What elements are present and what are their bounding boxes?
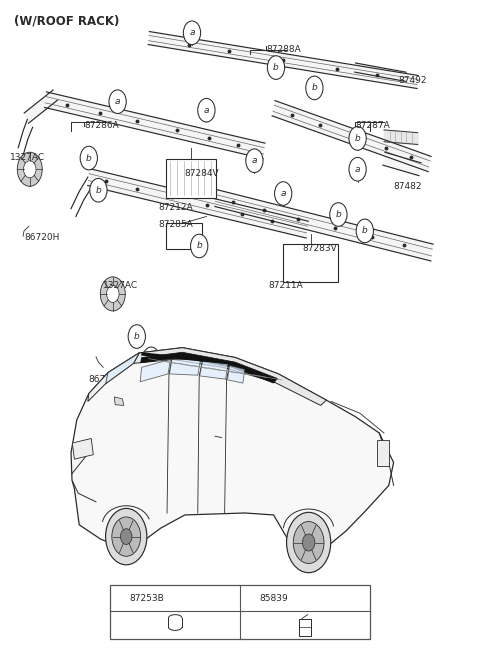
Circle shape xyxy=(112,517,141,556)
Circle shape xyxy=(356,219,373,243)
Bar xyxy=(110,585,370,639)
Polygon shape xyxy=(88,353,139,401)
Text: 87482: 87482 xyxy=(394,182,422,191)
Text: 87283V: 87283V xyxy=(302,244,337,253)
Text: 86710H: 86710H xyxy=(89,375,124,384)
Circle shape xyxy=(107,285,119,302)
Text: b: b xyxy=(355,134,360,143)
Circle shape xyxy=(112,589,126,607)
Text: 85839: 85839 xyxy=(259,594,288,603)
Circle shape xyxy=(302,534,315,551)
Text: 87287A: 87287A xyxy=(355,121,390,131)
Text: 1327AC: 1327AC xyxy=(103,281,138,290)
Text: 87286A: 87286A xyxy=(84,121,119,131)
Circle shape xyxy=(128,325,145,348)
Circle shape xyxy=(143,347,160,371)
Polygon shape xyxy=(141,352,235,365)
Polygon shape xyxy=(133,348,326,405)
Polygon shape xyxy=(215,190,433,261)
Text: 87288A: 87288A xyxy=(266,45,301,54)
Circle shape xyxy=(242,589,255,607)
Polygon shape xyxy=(71,348,394,552)
Text: a: a xyxy=(189,28,195,37)
Circle shape xyxy=(198,98,215,122)
Circle shape xyxy=(80,146,97,170)
Polygon shape xyxy=(24,90,58,123)
Text: b: b xyxy=(96,186,101,195)
Text: (W/ROOF RACK): (W/ROOF RACK) xyxy=(14,14,120,28)
Circle shape xyxy=(306,76,323,100)
Text: b: b xyxy=(148,354,154,363)
Text: 87253B: 87253B xyxy=(130,594,164,603)
Polygon shape xyxy=(106,353,139,384)
Bar xyxy=(72,438,93,459)
Polygon shape xyxy=(148,31,418,89)
Bar xyxy=(166,223,202,249)
Circle shape xyxy=(106,508,147,565)
Polygon shape xyxy=(169,359,201,375)
Polygon shape xyxy=(140,359,170,382)
Text: a: a xyxy=(280,189,286,198)
Bar xyxy=(166,159,216,198)
Text: 1327AC: 1327AC xyxy=(10,153,45,162)
Text: b: b xyxy=(362,226,368,236)
Text: b: b xyxy=(336,210,341,219)
Polygon shape xyxy=(45,92,265,159)
Circle shape xyxy=(330,203,347,226)
Circle shape xyxy=(24,161,36,178)
Polygon shape xyxy=(200,361,228,379)
Circle shape xyxy=(267,56,285,79)
Polygon shape xyxy=(141,352,277,383)
Text: 87285A: 87285A xyxy=(158,220,193,229)
Circle shape xyxy=(287,512,331,573)
Circle shape xyxy=(183,21,201,45)
Circle shape xyxy=(100,277,125,311)
Polygon shape xyxy=(114,397,124,405)
Text: 86720H: 86720H xyxy=(24,233,60,242)
Polygon shape xyxy=(383,152,421,176)
Bar xyxy=(377,440,389,466)
Bar xyxy=(283,244,338,282)
Bar xyxy=(299,619,311,636)
Circle shape xyxy=(17,152,42,186)
Circle shape xyxy=(90,178,107,202)
Text: b: b xyxy=(246,594,252,603)
Text: a: a xyxy=(117,594,121,603)
Text: a: a xyxy=(115,97,120,106)
Text: a: a xyxy=(355,165,360,174)
Text: b: b xyxy=(312,83,317,92)
Circle shape xyxy=(349,127,366,150)
Text: 87211A: 87211A xyxy=(269,281,303,290)
Circle shape xyxy=(246,149,263,173)
Circle shape xyxy=(275,182,292,205)
Circle shape xyxy=(109,90,126,113)
Text: 87212A: 87212A xyxy=(158,203,193,213)
Text: b: b xyxy=(134,332,140,341)
Circle shape xyxy=(191,234,208,258)
Circle shape xyxy=(120,529,132,544)
Polygon shape xyxy=(272,100,431,172)
Circle shape xyxy=(293,522,324,564)
Polygon shape xyxy=(88,169,308,238)
Circle shape xyxy=(349,157,366,181)
Text: a: a xyxy=(204,106,209,115)
Polygon shape xyxy=(228,365,245,383)
Text: 87492: 87492 xyxy=(398,76,427,85)
Text: a: a xyxy=(252,156,257,165)
Polygon shape xyxy=(355,63,406,81)
Text: b: b xyxy=(273,63,279,72)
Text: 87284V: 87284V xyxy=(185,169,219,178)
Text: b: b xyxy=(196,241,202,251)
Text: b: b xyxy=(86,154,92,163)
